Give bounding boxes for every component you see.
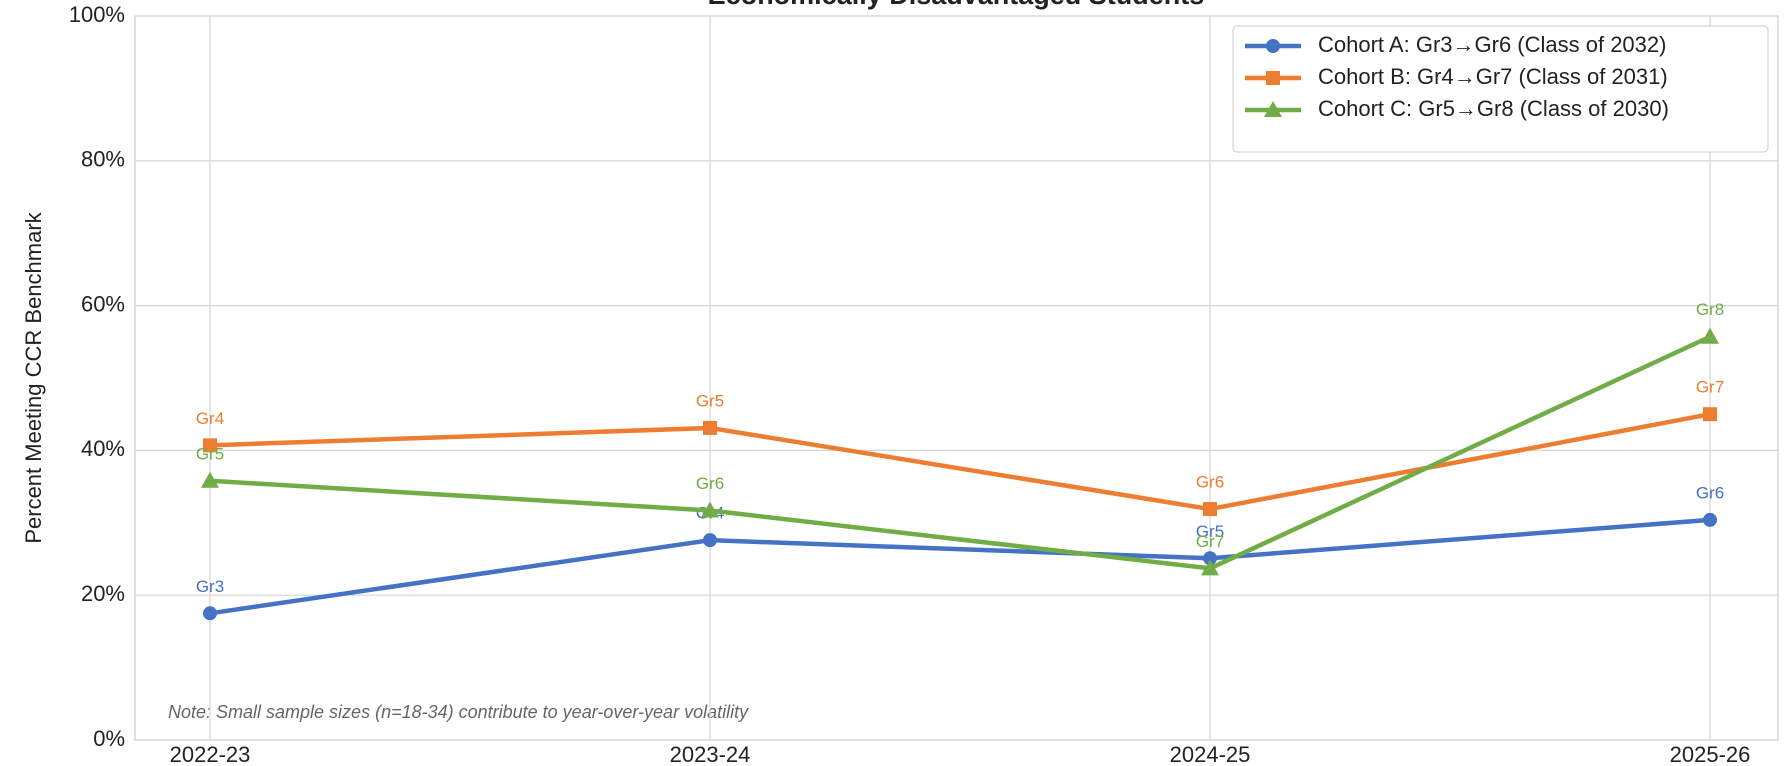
point-label: Gr6 [1196, 473, 1224, 492]
series-line [209, 334, 1711, 571]
marker [1701, 327, 1719, 344]
point-label: Gr6 [1696, 483, 1724, 502]
x-tick-label: 2023-24 [670, 742, 751, 766]
point-label: Gr7 [1696, 378, 1724, 397]
point-label: Gr4 [196, 409, 224, 428]
marker [701, 501, 719, 518]
point-label: Gr5 [196, 444, 224, 463]
point-label: Gr3 [196, 577, 224, 596]
legend-box [1232, 25, 1769, 153]
x-tick-label: 2024-25 [1170, 742, 1251, 766]
point-label: Gr5 [1196, 522, 1224, 541]
legend: Cohort A: Gr3→Gr6 (Class of 2032) Cohort … [1232, 25, 1769, 153]
marker [1203, 502, 1217, 517]
y-tick-label: 20% [81, 581, 125, 606]
legend-label: Cohort B: Gr4→Gr7 (Class of 2031) [1318, 64, 1668, 89]
y-tick-label: 100% [69, 2, 125, 27]
y-tick-label: 0% [93, 726, 125, 751]
y-tick-label: 40% [81, 436, 125, 461]
marker [203, 606, 217, 621]
marker [703, 533, 717, 548]
point-label: Gr8 [1696, 300, 1724, 319]
marker [1703, 407, 1717, 422]
marker [1266, 71, 1280, 85]
y-tick-label: 80% [81, 147, 125, 172]
marker [1203, 551, 1217, 566]
point-label: Gr5 [696, 391, 724, 410]
x-tick-label: 2022-23 [170, 742, 251, 766]
marker [703, 420, 717, 435]
marker [1266, 39, 1280, 53]
chart-title: Economically Disadvantaged Students [708, 0, 1205, 10]
series-line [209, 411, 1711, 512]
y-axis-label: Percent Meeting CCR Benchmark [21, 211, 46, 543]
marker [201, 471, 219, 488]
marker [1264, 101, 1282, 117]
marker [1703, 512, 1717, 527]
point-label: Gr6 [696, 474, 724, 493]
y-tick-label: 60% [81, 291, 125, 316]
note: Note: Small sample sizes (n=18-34) contr… [168, 702, 749, 722]
legend-label: Cohort C: Gr5→Gr8 (Class of 2030) [1318, 96, 1669, 121]
legend-label: Cohort A: Gr3→Gr6 (Class of 2032) [1318, 32, 1666, 57]
x-tick-label: 2025-26 [1670, 742, 1751, 766]
marker [1201, 559, 1219, 576]
point-label: Gr7 [1196, 532, 1224, 551]
marker [203, 438, 217, 453]
series-line [209, 517, 1711, 616]
